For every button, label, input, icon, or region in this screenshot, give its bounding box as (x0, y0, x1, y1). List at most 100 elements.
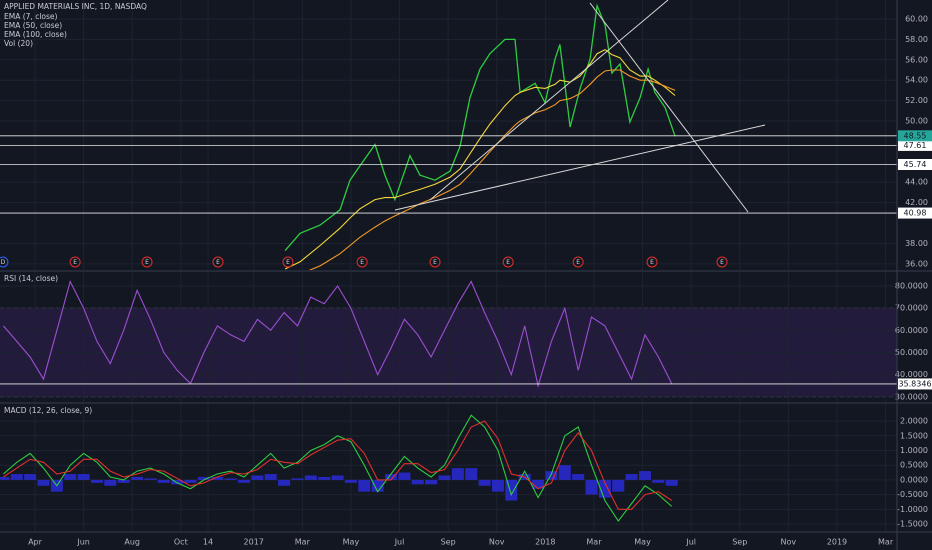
event-marker (356, 256, 368, 268)
event-marker (141, 256, 153, 268)
event-label: D (1, 259, 6, 266)
histogram-bar (532, 479, 545, 489)
event-marker (716, 256, 728, 268)
event-label: E (576, 259, 580, 266)
x-tick-label: 2018 (535, 538, 555, 547)
series-line (2, 279, 673, 388)
event-label: E (720, 259, 724, 266)
y-tick-label: 50.00 (905, 117, 928, 126)
histogram-bar (224, 478, 237, 480)
histogram-bar (10, 474, 23, 480)
y-tick-label: 1.5000 (900, 431, 928, 440)
histogram-bar (278, 479, 291, 486)
histogram-bar (465, 468, 478, 480)
histogram-bar (652, 479, 665, 483)
histogram-bar (318, 476, 331, 480)
histogram-bar (24, 474, 37, 480)
y-tick-label: 42.00 (905, 198, 928, 207)
series-line (308, 69, 676, 270)
event-label: E (433, 259, 437, 266)
histogram-bar (171, 479, 184, 485)
trendline (589, 2, 749, 213)
event-marker (572, 256, 584, 268)
y-tick-label: 60.0000 (895, 326, 928, 335)
y-tick-label: 2.0000 (900, 417, 928, 426)
event-label: E (73, 259, 77, 266)
legend-entry: Vol (20) (4, 39, 33, 48)
y-tick-label: 56.00 (905, 55, 928, 64)
x-tick-label: Mar (586, 538, 602, 547)
histogram-bar (385, 474, 398, 480)
x-tick-label: Nov (781, 538, 797, 547)
histogram-bar (251, 475, 264, 480)
x-tick-label: 2017 (244, 538, 264, 547)
y-tick-label: 60.00 (905, 14, 928, 23)
price-tag-label: 45.74 (904, 160, 927, 169)
series-line (284, 48, 676, 270)
y-tick-label: 30.0000 (895, 392, 928, 401)
event-label: E (286, 259, 290, 266)
x-tick-label: Aug (124, 538, 140, 547)
histogram-bar (157, 479, 170, 483)
price-tag-label: 48.55 (904, 131, 927, 140)
histogram-bar (77, 474, 90, 480)
y-tick-label: 0.5000 (900, 461, 928, 470)
histogram-bar (37, 479, 50, 486)
y-tick-label: 58.00 (905, 35, 928, 44)
event-marker (212, 256, 224, 268)
histogram-bar (425, 479, 438, 485)
y-tick-label: 36.00 (905, 259, 928, 268)
y-tick-label: 50.0000 (895, 348, 928, 357)
panel: D E E E E E E E E E E 60.00 58.00 56.00 54.00 52.00 50.0… (0, 0, 932, 270)
histogram-bar (304, 475, 317, 480)
event-label: E (145, 259, 149, 266)
histogram-bar (638, 471, 651, 480)
histogram-bar (438, 475, 451, 480)
histogram-bar (665, 479, 678, 486)
histogram-bar (104, 479, 117, 486)
histogram-bar (291, 478, 304, 480)
histogram-bar (211, 476, 224, 480)
price-tag (898, 158, 932, 170)
histogram-bar (505, 479, 518, 501)
x-tick-label: Jul (685, 538, 696, 547)
histogram-bar (545, 471, 558, 480)
y-tick-label: 44.00 (905, 178, 928, 187)
histogram-bar (144, 478, 157, 480)
chart-title: APPLIED MATERIALS INC, 1D, NASDAQ (4, 2, 147, 11)
y-tick-label: -0.5000 (897, 490, 928, 499)
x-tick-label: Sep (441, 538, 456, 547)
histogram-bar (331, 475, 344, 480)
histogram-bar (585, 479, 598, 495)
event-label: E (360, 259, 364, 266)
price-tag-label: 47.61 (904, 141, 927, 150)
legend-entry: EMA (7, close) (4, 12, 58, 21)
histogram-bar (90, 479, 103, 483)
y-tick-label: 70.0000 (895, 304, 928, 313)
plot-area (0, 404, 897, 532)
trendline (429, 0, 669, 201)
histogram-bar (612, 479, 625, 492)
x-tick-label: Jul (394, 538, 405, 547)
histogram-bar (117, 479, 130, 483)
histogram-bar (237, 479, 250, 483)
histogram-bar (398, 472, 411, 480)
y-tick-label: 1.0000 (900, 446, 928, 455)
trendline (394, 124, 766, 211)
event-label: E (650, 259, 654, 266)
x-tick-label: 2019 (827, 538, 847, 547)
event-marker (502, 256, 514, 268)
histogram-bar (572, 474, 585, 480)
panel: 2.0000 1.5000 1.0000 0.5000 0.0000 -0.5000 -1.… (0, 404, 928, 547)
price-tag (898, 130, 932, 142)
event-marker (646, 256, 658, 268)
x-tick-label: Mar (295, 538, 311, 547)
y-tick-label: 52.00 (905, 96, 928, 105)
histogram-bar (344, 479, 357, 483)
histogram-bar (478, 479, 491, 486)
y-tick-label: 40.0000 (895, 370, 928, 379)
